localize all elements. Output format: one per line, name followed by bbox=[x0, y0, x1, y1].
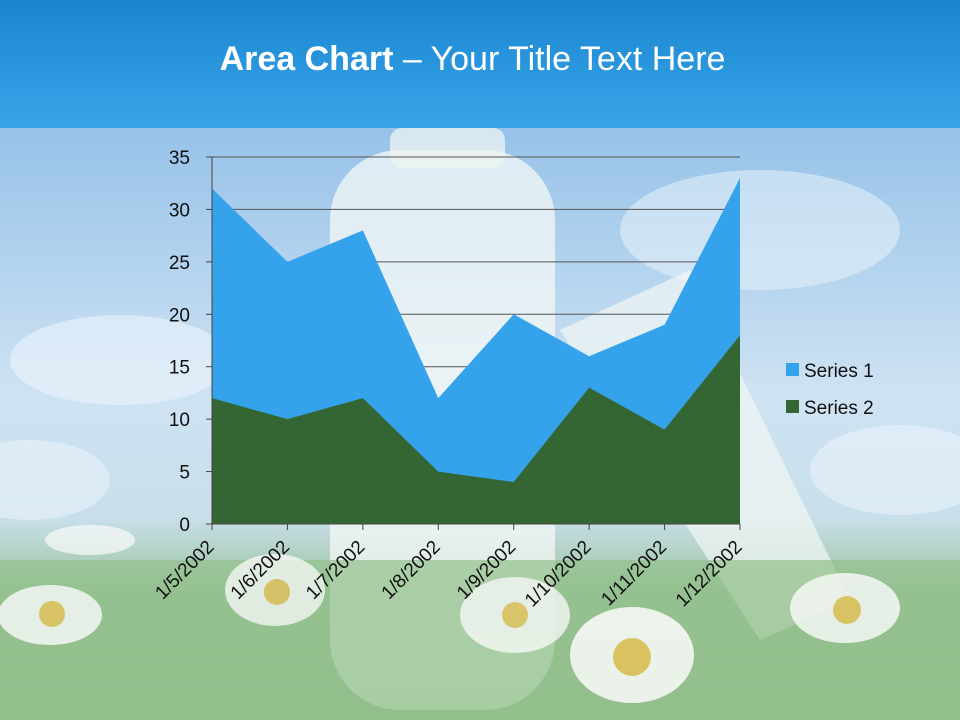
daisy-icon bbox=[460, 577, 570, 653]
daisy-icon bbox=[790, 573, 900, 643]
legend-swatch bbox=[786, 400, 799, 413]
legend-swatch bbox=[786, 363, 799, 376]
x-tick-label: 1/10/2002 bbox=[521, 537, 596, 612]
title-band bbox=[0, 0, 960, 128]
x-tick-label: 1/6/2002 bbox=[227, 537, 294, 604]
x-tick-label: 1/9/2002 bbox=[453, 537, 520, 604]
y-tick-label: 25 bbox=[169, 253, 190, 274]
daisy-icon bbox=[225, 554, 325, 626]
x-tick-label: 1/11/2002 bbox=[597, 537, 671, 611]
x-tick-label: 1/5/2002 bbox=[151, 537, 218, 604]
daisy-icon bbox=[0, 585, 102, 645]
daisy-icon bbox=[45, 525, 135, 555]
slide-title: Area Chart – Your Title Text Here bbox=[0, 40, 945, 79]
x-tick-label: 1/7/2002 bbox=[302, 537, 369, 604]
area-series-2 bbox=[212, 335, 740, 524]
y-tick-label: 15 bbox=[169, 358, 190, 379]
daisy-icon bbox=[570, 607, 694, 703]
y-tick-label: 0 bbox=[179, 515, 190, 536]
y-tick-label: 35 bbox=[169, 148, 190, 169]
legend-label: Series 1 bbox=[804, 361, 874, 382]
y-tick-label: 5 bbox=[179, 463, 190, 484]
y-tick-label: 20 bbox=[169, 305, 190, 326]
x-tick-label: 1/12/2002 bbox=[672, 537, 747, 612]
x-tick-label: 1/8/2002 bbox=[378, 537, 445, 604]
legend-label: Series 2 bbox=[804, 398, 874, 419]
y-tick-label: 30 bbox=[169, 200, 190, 221]
slide-title-bold: Area Chart bbox=[219, 40, 394, 78]
y-tick-label: 10 bbox=[169, 410, 190, 431]
slide-title-rest: – Your Title Text Here bbox=[393, 40, 726, 78]
